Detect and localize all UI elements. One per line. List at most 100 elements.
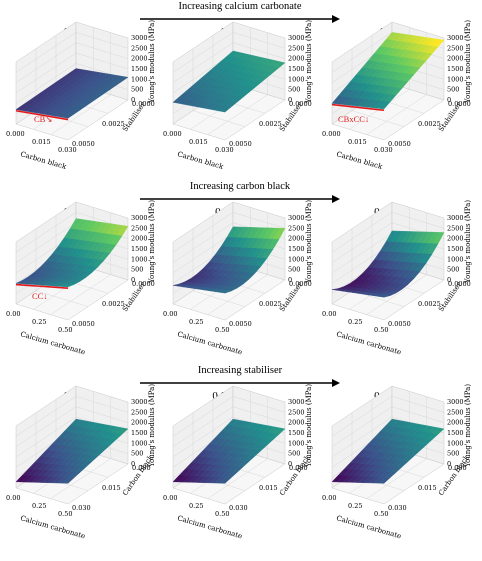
gridline [207,396,268,499]
z-tick-label: 500 [131,86,143,94]
z-tick-label: 2000 [447,419,464,427]
z-tick-label: 1000 [288,255,305,263]
gridline [192,110,246,127]
z-tick-label: 2500 [447,224,464,232]
y-tick-label: 0.0025 [418,120,441,128]
y-tick-label: 0.0000 [132,280,155,288]
z-axis-label: Young's modulus (MPa) [464,384,472,468]
row-heading-text: Increasing calcium carbonate [178,1,302,12]
z-tick-label: 3000 [447,214,464,222]
z-tick-label: 1000 [288,75,305,83]
annotation-label: CBxCC↓ [338,114,369,124]
z-tick-label: 500 [131,266,143,274]
annotation-line [15,283,69,289]
x-tick-label: 0.25 [189,318,203,326]
z-tick-label: 2000 [131,419,148,427]
y-tick-label: 0.0025 [102,300,125,308]
row-heading-text: Increasing stabiliser [197,365,283,376]
y-tick-label: 0.0050 [72,140,95,148]
z-tick-label: 0 [288,276,292,284]
z-tick-label: 0 [447,276,451,284]
x-tick-label: 0.25 [348,502,362,510]
y-tick-label: 0.0025 [259,300,282,308]
x-tick-label: 0.030 [215,146,234,154]
z-axis-label: Young's modulus (MPa) [148,384,156,468]
surface-cell [62,283,75,288]
z-tick-label: 1000 [447,75,464,83]
z-tick-label: 2000 [131,235,148,243]
annotation-label: CC↓ [32,291,48,301]
x-tick-label: 0.50 [374,510,388,518]
z-axis-label: Young's modulus (MPa) [305,20,313,104]
row-arrow [140,195,340,203]
surface-cell [219,105,232,113]
z-axis-label: Young's modulus (MPa) [148,200,156,284]
x-tick-label: 0.030 [374,146,393,154]
row-heading: Increasing calcium carbonate [0,1,482,23]
x-tick-label: 0.000 [322,130,341,138]
gridline [366,396,427,499]
z-tick-label: 500 [288,86,300,94]
gridline [50,32,111,135]
surface-cell [378,101,391,110]
x-tick-label: 0.00 [6,494,20,502]
x-axis-label: Calcium carbonate [335,514,402,540]
y-tick-label: 0.0000 [448,280,471,288]
gridline [192,290,246,307]
gridline [50,396,111,499]
row-heading: Increasing carbon black [0,181,482,203]
y-tick-label: 0.0025 [259,120,282,128]
y-tick-label: 0.030 [72,504,91,512]
y-tick-label: 0.0000 [448,100,471,108]
z-tick-label: 1000 [447,255,464,263]
z-tick-label: 2500 [447,408,464,416]
x-tick-label: 0.015 [348,138,367,146]
y-tick-label: 0.000 [132,464,151,472]
y-tick-label: 0.0000 [289,280,312,288]
z-tick-label: 2500 [288,44,305,52]
z-tick-label: 2000 [288,235,305,243]
surface-cell [62,477,75,484]
y-tick-label: 0.015 [102,484,121,492]
z-tick-label: 2000 [288,419,305,427]
z-tick-label: 1500 [288,429,305,437]
z-tick-label: 3000 [447,34,464,42]
z-tick-label: 1000 [131,255,148,263]
z-tick-label: 0 [447,96,451,104]
y-tick-label: 0.0050 [72,320,95,328]
x-tick-label: 0.015 [32,138,51,146]
x-tick-label: 0.00 [163,494,177,502]
z-tick-label: 3000 [131,398,148,406]
z-tick-label: 2000 [288,55,305,63]
x-tick-label: 0.25 [32,318,46,326]
z-tick-label: 1500 [447,65,464,73]
surface-cell [378,294,391,298]
z-tick-label: 2500 [288,224,305,232]
z-tick-label: 1500 [288,245,305,253]
x-tick-label: 0.50 [215,510,229,518]
z-axis-label: Young's modulus (MPa) [148,20,156,104]
x-tick-label: 0.50 [58,510,72,518]
z-axis-label: Young's modulus (MPa) [305,384,313,468]
z-tick-label: 3000 [288,398,305,406]
z-tick-label: 3000 [288,214,305,222]
x-axis-label: Calcium carbonate [19,514,86,540]
y-tick-label: 0.0025 [102,120,125,128]
z-tick-label: 0 [288,96,292,104]
z-tick-label: 500 [447,266,459,274]
y-tick-label: 0.030 [388,504,407,512]
z-tick-label: 2000 [447,235,464,243]
z-tick-label: 0 [131,460,135,468]
